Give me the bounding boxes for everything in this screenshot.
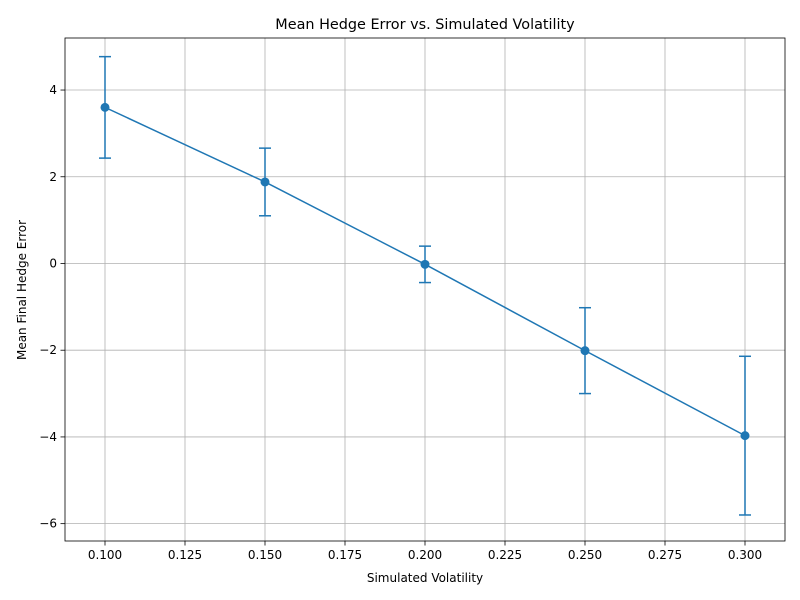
x-tick-label: 0.200 <box>408 548 442 562</box>
x-tick-label: 0.125 <box>168 548 202 562</box>
data-point <box>740 431 750 441</box>
chart-title: Mean Hedge Error vs. Simulated Volatilit… <box>275 17 575 33</box>
y-axis-ticks: −6 −4 −2 0 2 4 <box>39 83 65 531</box>
data-point <box>580 346 590 356</box>
data-point <box>420 259 430 269</box>
data-point <box>100 102 110 112</box>
x-tick-label: 0.275 <box>648 548 682 562</box>
y-tick-label: −2 <box>39 343 57 357</box>
y-tick-label: −4 <box>39 430 57 444</box>
series-layer <box>99 55 751 516</box>
y-axis-title: Mean Final Hedge Error <box>15 220 29 360</box>
y-tick-label: −6 <box>39 517 57 531</box>
x-tick-label: 0.250 <box>568 548 602 562</box>
grid <box>65 38 785 541</box>
x-tick-label: 0.225 <box>488 548 522 562</box>
y-tick-label: 2 <box>49 170 57 184</box>
x-tick-label: 0.100 <box>88 548 122 562</box>
y-tick-label: 0 <box>49 256 57 270</box>
data-point <box>260 177 270 187</box>
plot-frame <box>64 37 786 542</box>
x-axis-ticks: 0.100 0.125 0.150 0.175 0.200 0.225 0.250 0.275… <box>88 541 762 562</box>
x-axis-title: Simulated Volatility <box>367 571 483 585</box>
x-tick-label: 0.175 <box>328 548 362 562</box>
y-tick-label: 4 <box>49 83 57 97</box>
x-tick-label: 0.300 <box>728 548 762 562</box>
x-tick-label: 0.150 <box>248 548 282 562</box>
